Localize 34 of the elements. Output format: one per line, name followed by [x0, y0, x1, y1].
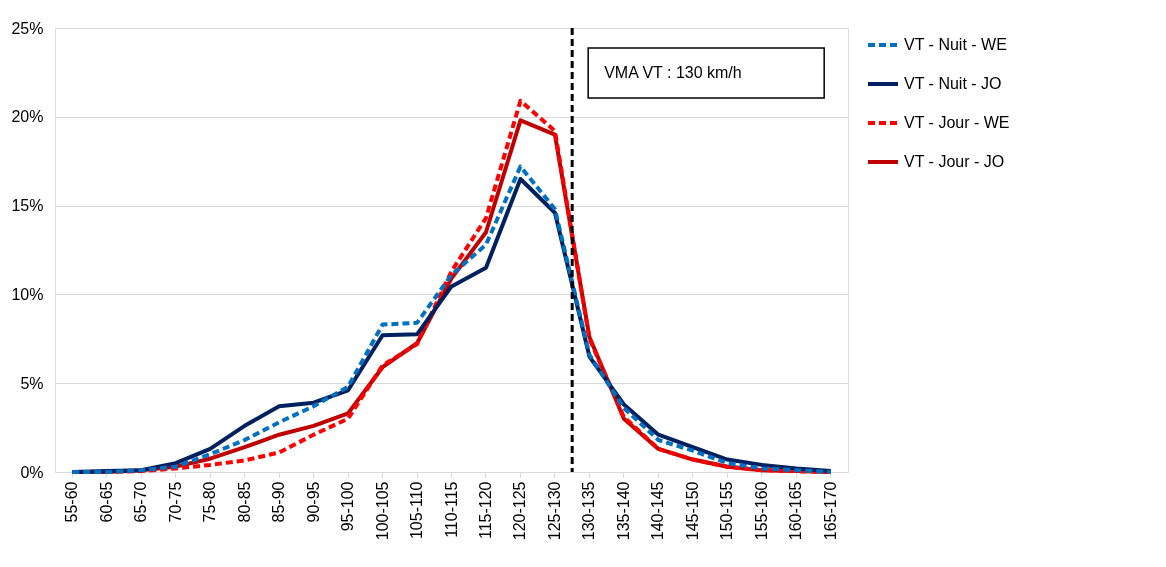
y-tick-label: 25%: [11, 19, 44, 37]
y-tick-label: 0%: [20, 463, 44, 481]
x-tick-label: 135-140: [614, 481, 632, 541]
x-tick-label: 160-165: [787, 481, 805, 541]
x-tick-label: 55-60: [63, 481, 81, 523]
x-tick-label: 95-100: [339, 481, 357, 532]
legend-label: VT - Jour - JO: [904, 153, 1005, 170]
x-tick-label: 115-120: [476, 481, 494, 540]
x-tick-label: 75-80: [201, 481, 219, 523]
x-tick-label: 70-75: [166, 481, 184, 523]
x-tick-label: 145-150: [683, 481, 701, 541]
legend-label: VT - Nuit - JO: [904, 75, 1002, 92]
legend-label: VT - Nuit - WE: [904, 36, 1007, 53]
y-tick-label: 15%: [11, 197, 44, 215]
x-tick-label: 165-170: [821, 481, 839, 541]
x-tick-label: 110-115: [442, 481, 460, 538]
x-tick-label: 85-90: [270, 481, 288, 523]
x-tick-label: 125-130: [545, 481, 563, 541]
x-tick-label: 90-95: [304, 481, 322, 523]
x-tick-label: 105-110: [408, 481, 426, 540]
x-tick-label: 150-155: [718, 481, 736, 541]
ref-line-label: VMA VT : 130 km/h: [604, 64, 742, 81]
y-tick-label: 10%: [11, 285, 44, 303]
y-tick-label: 5%: [20, 374, 44, 392]
x-tick-label: 65-70: [132, 481, 150, 523]
y-tick-label: 20%: [11, 108, 44, 126]
x-tick-label: 80-85: [235, 481, 253, 523]
x-tick-label: 60-65: [97, 481, 115, 523]
legend-label: VT - Jour - WE: [904, 114, 1010, 131]
x-tick-label: 120-125: [511, 481, 529, 541]
x-tick-label: 140-145: [649, 481, 667, 541]
x-tick-label: 155-160: [752, 481, 770, 541]
x-tick-label: 130-135: [580, 481, 598, 541]
x-tick-label: 100-105: [373, 481, 391, 541]
